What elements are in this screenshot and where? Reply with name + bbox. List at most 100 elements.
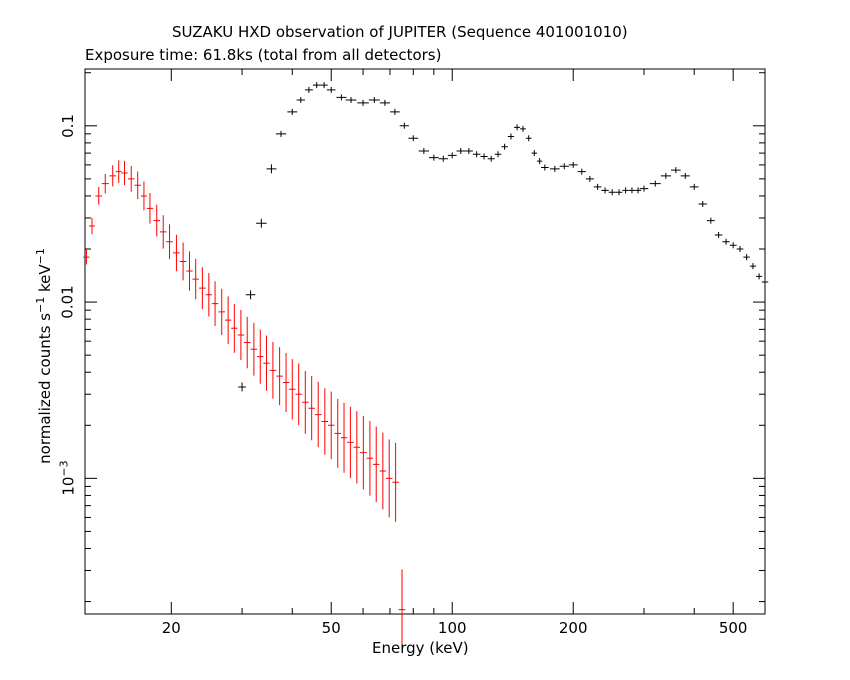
x-tick-label: 200	[558, 619, 588, 637]
data-point	[379, 99, 391, 106]
data-point	[166, 224, 173, 260]
data-point	[263, 335, 270, 391]
data-point	[494, 151, 502, 158]
data-point	[140, 181, 148, 211]
data-point	[153, 204, 161, 237]
data-point	[601, 187, 609, 194]
data-point	[559, 163, 569, 170]
data-point	[334, 398, 341, 468]
data-point	[245, 290, 256, 300]
data-point	[276, 347, 283, 406]
data-point	[250, 322, 258, 376]
data-point	[736, 246, 744, 253]
data-point	[366, 420, 374, 496]
y-tick-label: 0.1	[58, 113, 77, 138]
data-point	[706, 217, 715, 224]
y-axis-label: normalized counts s−1 keV−1	[34, 248, 54, 464]
data-point	[372, 426, 380, 503]
data-point	[302, 370, 309, 434]
data-point	[472, 151, 481, 158]
data-point	[231, 303, 238, 353]
data-point	[109, 165, 117, 187]
data-point	[336, 94, 347, 101]
data-point	[257, 329, 264, 384]
data-point	[698, 201, 707, 208]
data-point	[438, 155, 448, 162]
series-1	[83, 160, 406, 650]
data-point	[368, 97, 380, 104]
data-point	[628, 187, 636, 194]
data-point	[243, 316, 251, 369]
data-point	[756, 273, 763, 280]
data-point	[360, 415, 367, 490]
data-point	[418, 147, 429, 154]
data-point	[160, 215, 167, 249]
data-point	[146, 193, 154, 224]
data-point	[275, 130, 287, 137]
data-point	[714, 232, 723, 239]
data-point	[480, 153, 488, 160]
data-point	[398, 569, 406, 650]
data-point	[321, 388, 329, 455]
data-point	[173, 234, 180, 272]
data-point	[192, 258, 199, 300]
data-point	[304, 86, 313, 93]
data-point	[549, 165, 560, 172]
data-point	[622, 187, 629, 194]
x-axis-label: Energy (keV)	[372, 639, 469, 657]
data-point	[95, 186, 103, 205]
data-point	[729, 242, 737, 249]
x-tick-label: 500	[718, 619, 748, 637]
data-point	[507, 133, 515, 140]
data-point	[536, 158, 543, 165]
data-point	[487, 155, 495, 162]
data-point	[649, 180, 661, 187]
data-point	[256, 218, 267, 228]
data-point	[520, 125, 526, 132]
data-point	[326, 86, 336, 93]
data-point	[237, 309, 245, 361]
data-point	[399, 122, 409, 129]
y-tick-label: 10−3	[58, 460, 78, 496]
data-point	[615, 189, 623, 196]
data-point	[287, 108, 298, 115]
data-point	[101, 173, 109, 194]
data-point	[514, 124, 521, 131]
data-point	[386, 439, 393, 518]
data-point	[525, 135, 532, 142]
data-point	[296, 97, 305, 104]
x-tick-label: 50	[321, 619, 341, 637]
x-tick-label: 20	[161, 619, 181, 637]
data-point	[541, 164, 549, 171]
data-point	[88, 217, 96, 235]
data-point	[83, 249, 90, 265]
data-point	[345, 97, 357, 104]
data-point	[761, 278, 769, 285]
data-point	[179, 242, 187, 281]
data-point	[314, 381, 322, 448]
data-point	[328, 391, 335, 460]
data-point	[531, 150, 538, 157]
data-point	[205, 273, 213, 317]
data-point	[722, 238, 730, 245]
y-tick-label: 0.01	[59, 285, 77, 319]
data-point	[199, 267, 206, 310]
data-point	[353, 411, 361, 484]
data-point	[127, 165, 135, 192]
data-point	[585, 175, 594, 182]
data-point	[295, 363, 302, 426]
data-point	[639, 185, 649, 192]
data-point	[289, 359, 296, 420]
data-point	[635, 187, 642, 194]
data-point	[211, 281, 219, 327]
data-point	[347, 406, 354, 478]
data-point	[340, 402, 348, 473]
data-point	[577, 168, 586, 175]
data-point	[593, 183, 602, 190]
data-point	[743, 254, 750, 261]
x-tick-label: 100	[437, 619, 467, 637]
data-point	[320, 82, 328, 89]
data-point	[186, 251, 193, 291]
data-point	[608, 189, 616, 196]
